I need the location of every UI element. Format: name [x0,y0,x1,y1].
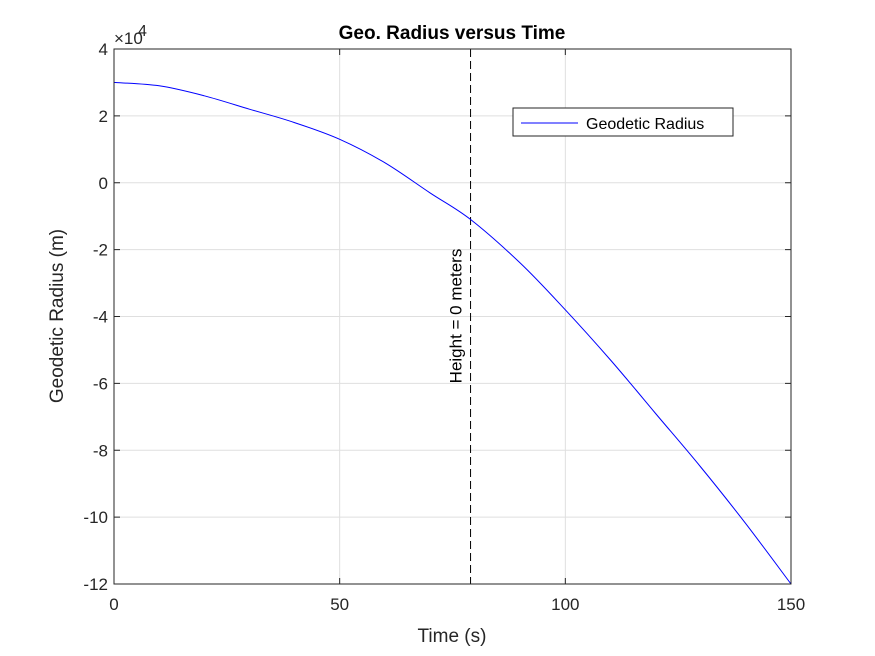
series-layer [113,81,792,585]
legend-entry-geodetic-radius: Geodetic Radius [586,116,704,133]
x-tick-label: 50 [330,595,349,614]
legend-box [512,107,734,137]
y-multiplier: ×10 4 [114,23,147,48]
y-multiplier-base: ×10 [114,29,143,48]
legend: Geodetic Radius [512,107,734,137]
y-tick-label: -4 [93,308,108,327]
series-line-geodetic-radius [113,81,792,585]
chart-title: Geo. Radius versus Time [339,23,566,44]
y-tick-label: -6 [93,374,108,393]
y-tick-label: -12 [83,575,108,594]
y-tick-label: 2 [99,107,108,126]
y-tick-label: -2 [93,241,108,260]
x-tick-label: 0 [109,595,118,614]
annotation-layer: Height = 0 meters [447,49,472,584]
ticks: 0 50 100 150 -12 -10 -8 -6 -4 -2 0 2 4 [83,40,805,614]
y-tick-label: 0 [99,174,108,193]
y-tick-label: 4 [99,40,108,59]
y-axis-label: Geodetic Radius (m) [47,229,68,403]
y-multiplier-exponent: 4 [138,23,147,40]
x-axis-label: Time (s) [418,626,487,647]
y-tick-label: -10 [83,508,108,527]
vline-annotation-label: Height = 0 meters [447,249,466,384]
x-tick-label: 100 [551,595,579,614]
y-tick-label: -8 [93,441,108,460]
x-tick-label: 150 [777,595,805,614]
